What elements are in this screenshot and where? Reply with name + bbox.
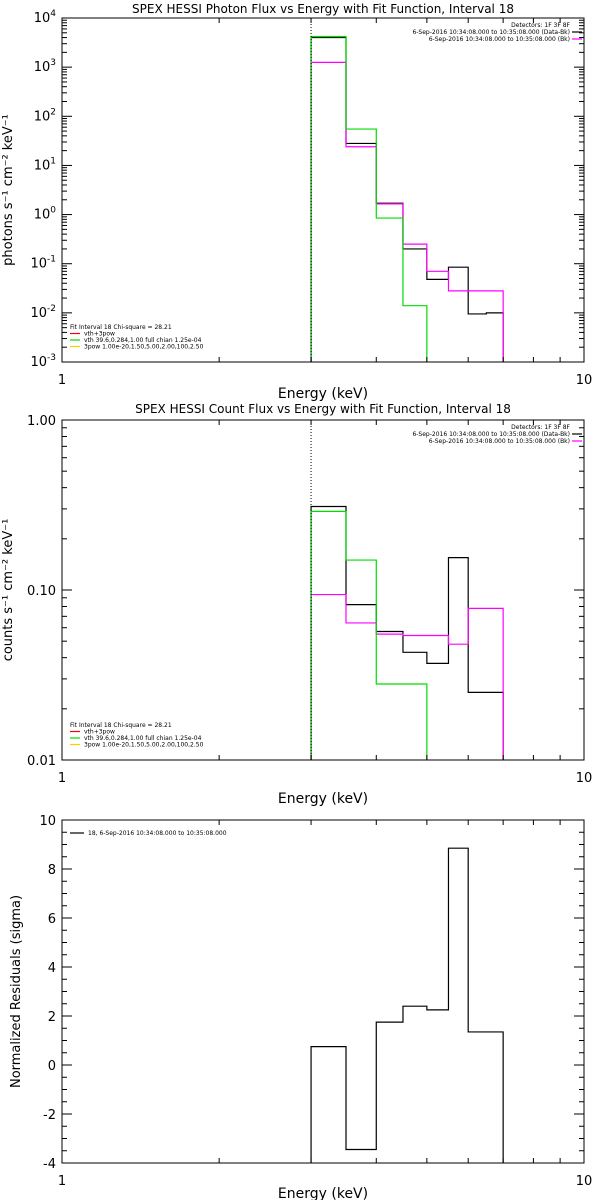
chart-title: SPEX HESSI Photon Flux vs Energy with Fi… [132,2,514,16]
legend-header: Detectors: 1F 3F 8F [511,424,570,431]
x-tick-label: 10 [576,373,593,388]
legend-entry-label: 3pow 1.00e-20,1.50,5.00,2.00,100,2.50 [84,742,204,749]
x-tick-label: 1 [58,771,66,786]
series-group [310,505,504,760]
y-tick-exponent: 2 [50,107,56,117]
legend-entry-label: vth+3pow [84,331,115,338]
y-tick-label: 10-2 [30,304,56,321]
y-tick-label: 100 [34,206,57,223]
chart-title: SPEX HESSI Count Flux vs Energy with Fit… [135,402,511,416]
y-tick-label: 0.01 [27,754,56,769]
chart-panel-3: 1 10 -4 -2 0 2 4 6 8 10 Energy (keV) Normalized Res… [9,814,592,1200]
y-tick-exponent: -1 [47,255,56,265]
series-1-line [310,36,504,362]
legend-entry-label: vth 39.6,0.284,1.00 full chian 1.25e-04 [84,735,202,742]
y-tick-exponent: 3 [50,58,56,68]
series-3-line [310,35,428,362]
y-tick-label: 102 [34,107,56,124]
y-tick-label: 8 [48,863,56,878]
plot-frame [61,819,585,1164]
y-tick-exponent: -2 [47,304,56,314]
series-2-line [310,593,504,760]
x-axis-label: Energy (keV) [278,386,368,402]
series-1-line [310,505,504,760]
x-tick-label: 10 [576,1174,593,1189]
legend-header: Detectors: 1F 3F 8F [511,22,570,29]
chart-panel-1: SPEX HESSI Photon Flux vs Energy with Fi… [1,2,592,402]
y-tick-label: 0.10 [27,584,56,599]
x-axis-label: Energy (keV) [278,791,368,807]
y-tick-exponent: 0 [50,206,56,216]
y-tick-base: 10 [34,208,51,223]
legend-entry-label: 6-Sep-2016 10:34:08.000 to 10:35:08.000 … [412,29,570,36]
y-tick-label: 103 [34,58,56,75]
series-2-line [310,61,504,362]
y-tick-base: 10 [34,11,51,26]
series-3-line [310,510,428,760]
plot-frame [61,17,585,363]
y-tick-label: 4 [48,961,56,976]
y-tick-exponent: 4 [50,9,56,19]
y-tick-label: 104 [34,9,57,26]
y-tick-label: -2 [43,1108,56,1123]
x-tick-label: 1 [58,1174,66,1189]
y-tick-label: 6 [48,912,56,927]
plot-frame [61,419,585,761]
x-axis-label: Energy (keV) [278,1186,368,1200]
legend-entry-label: 6-Sep-2016 10:34:08.000 to 10:35:08.000 … [429,36,570,43]
y-axis-label: Normalized Residuals (sigma) [9,895,24,1088]
legend-entry-label: 3pow 1.00e-20,1.50,5.00,2.00,100,2.50 [84,344,204,351]
legend-entry-label: vth+3pow [84,729,115,736]
x-tick-label: 1 [58,373,66,388]
y-axis-label: counts s⁻¹ cm⁻² keV⁻¹ [1,519,16,662]
legend-entry-label: 18, 6-Sep-2016 10:34:08.000 to 10:35:08.… [88,830,227,837]
y-tick-label: 1.00 [27,414,56,429]
y-tick-exponent: -3 [47,353,56,363]
chart-panel-2: SPEX HESSI Count Flux vs Energy with Fit… [1,402,592,807]
y-tick-label: -4 [43,1157,56,1172]
y-tick-base: 10 [34,158,51,173]
y-tick-base: 10 [34,60,51,75]
y-tick-label: 10 [39,814,56,829]
y-tick-exponent: 1 [50,156,56,166]
y-tick-label: 2 [48,1010,56,1025]
series-group [310,847,504,1163]
y-tick-label: 101 [34,156,56,173]
y-tick-base: 10 [30,306,47,321]
legend-header: Fit Interval 18 Chi-square = 28.21 [70,324,172,331]
legend-entry-label: 6-Sep-2016 10:34:08.000 to 10:35:08.000 … [412,431,570,438]
series-1-line [310,847,504,1163]
y-tick-label: 10-1 [30,255,56,272]
y-tick-base: 10 [30,257,47,272]
y-axis-label: photons s⁻¹ cm⁻² keV⁻¹ [1,114,16,266]
legend-entry-label: 6-Sep-2016 10:34:08.000 to 10:35:08.000 … [429,438,570,445]
y-tick-label: 10-3 [30,353,56,370]
y-tick-label: 0 [48,1059,56,1074]
y-tick-base: 10 [34,109,51,124]
legend-header: Fit Interval 18 Chi-square = 28.21 [70,722,172,729]
x-tick-label: 10 [576,771,593,786]
series-group [310,35,504,362]
legend-entry-label: vth 39.6,0.284,1.00 full chian 1.25e-04 [84,337,202,344]
y-tick-base: 10 [30,355,47,370]
